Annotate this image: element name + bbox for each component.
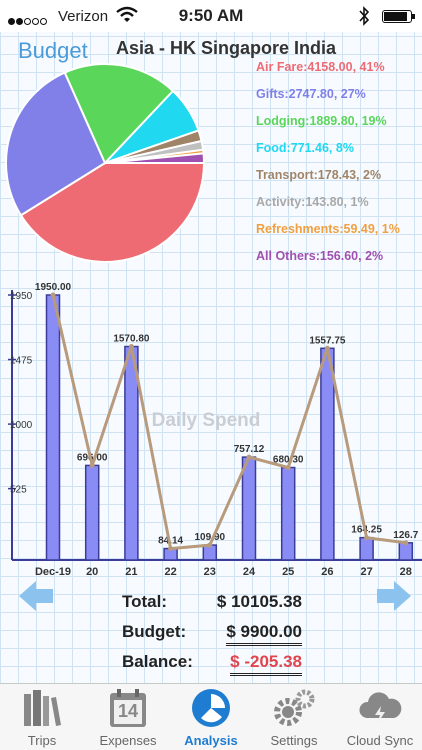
signal-dot bbox=[32, 18, 39, 25]
previous-arrow-icon[interactable] bbox=[16, 576, 56, 616]
bar bbox=[320, 347, 335, 561]
trip-title: Asia - HK Singapore India bbox=[116, 38, 337, 58]
carrier-name: Verizon bbox=[58, 8, 109, 25]
bar-value-label: 126.7 bbox=[393, 530, 418, 541]
signal-dot bbox=[8, 18, 15, 25]
x-tick-label: 23 bbox=[204, 566, 216, 578]
calendar-day: 14 bbox=[117, 701, 139, 721]
budget-value: $ 9900.00 bbox=[226, 622, 302, 646]
trend-point bbox=[285, 465, 291, 471]
trend-point bbox=[207, 542, 213, 548]
total-value: $ 10105.38 bbox=[216, 592, 302, 611]
y-tick-label: 1000 bbox=[10, 420, 33, 431]
tab-expenses[interactable]: 14 Expenses bbox=[84, 684, 172, 750]
trend-point bbox=[403, 540, 409, 546]
signal-dot bbox=[24, 18, 31, 25]
next-arrow-icon[interactable] bbox=[374, 576, 414, 616]
bar bbox=[280, 466, 296, 561]
bar-value-label: 1950.00 bbox=[35, 282, 72, 293]
bar bbox=[398, 542, 414, 561]
bar bbox=[124, 345, 139, 561]
trend-point bbox=[168, 546, 174, 552]
tab-cloud-sync-label: Cloud Sync bbox=[346, 733, 414, 748]
signal-dot bbox=[16, 18, 23, 25]
y-tick-label: 1950 bbox=[10, 291, 33, 302]
trend-point bbox=[364, 535, 370, 541]
y-tick-label: 525 bbox=[10, 485, 27, 496]
budget-link[interactable]: Budget bbox=[18, 38, 88, 63]
trend-line bbox=[51, 294, 406, 551]
status-bar: Verizon 9:50 AM bbox=[0, 0, 422, 32]
bar-value-label: 109.90 bbox=[195, 532, 226, 543]
bar-value-label: 696.00 bbox=[77, 452, 108, 463]
calendar-icon: 14 bbox=[106, 688, 150, 728]
legend-item: All Others:156.60, 2% bbox=[256, 249, 384, 263]
legend-item: Lodging:1889.80, 19% bbox=[256, 114, 387, 128]
x-tick-label: 22 bbox=[164, 566, 176, 578]
legend-item: Air Fare:4158.00, 41% bbox=[256, 60, 385, 74]
tab-trips-label: Trips bbox=[27, 733, 57, 748]
pie-chart-icon bbox=[192, 689, 230, 727]
bar-value-label: 1557.75 bbox=[309, 335, 346, 346]
category-pie-chart[interactable] bbox=[0, 60, 210, 270]
bar-value-label: 84.14 bbox=[158, 536, 183, 547]
signal-dot bbox=[40, 18, 47, 25]
cloud-icon bbox=[359, 692, 402, 724]
bar-value-label: 680.30 bbox=[273, 455, 304, 466]
y-tick-label: 1475 bbox=[10, 356, 33, 367]
x-tick-label: 27 bbox=[360, 566, 372, 578]
x-tick-label: 28 bbox=[400, 566, 412, 578]
pie-slice bbox=[63, 63, 175, 165]
trend-point bbox=[128, 344, 134, 350]
tab-analysis-label: Analysis bbox=[184, 733, 238, 748]
legend-item: Refreshments:59.49, 1% bbox=[256, 222, 400, 236]
tab-analysis[interactable]: Analysis bbox=[172, 684, 250, 750]
trend-point bbox=[89, 462, 95, 468]
tab-settings-label: Settings bbox=[270, 733, 318, 748]
total-label: Total: bbox=[122, 592, 168, 611]
bar-value-label: 164.25 bbox=[351, 525, 382, 536]
signal-strength-icon bbox=[8, 12, 48, 30]
chart-title: Daily Spend bbox=[151, 410, 261, 431]
tab-settings[interactable]: Settings bbox=[250, 684, 338, 750]
bar bbox=[84, 464, 100, 561]
x-tick-label: Dec-19 bbox=[35, 566, 71, 578]
bar bbox=[359, 536, 374, 561]
trend-point bbox=[324, 345, 330, 351]
legend-item: Gifts:2747.80, 27% bbox=[256, 87, 366, 101]
x-tick-label: 21 bbox=[125, 566, 137, 578]
x-tick-label: 25 bbox=[282, 566, 294, 578]
bar-value-label: 757.12 bbox=[234, 444, 265, 455]
balance-label: Balance: bbox=[122, 652, 193, 671]
wifi-icon bbox=[116, 6, 138, 22]
balance-value: $ -205.38 bbox=[230, 652, 302, 676]
pie-slice bbox=[104, 152, 206, 164]
tab-bar: Trips 14 Expenses Analysis bbox=[0, 683, 422, 750]
bar-value-label: 1570.80 bbox=[113, 334, 150, 345]
tab-trips[interactable]: Trips bbox=[0, 684, 84, 750]
bar bbox=[241, 456, 257, 561]
status-time: 9:50 AM bbox=[178, 6, 244, 25]
gears-icon bbox=[274, 689, 315, 726]
x-tick-label: 26 bbox=[321, 566, 333, 578]
trend-point bbox=[246, 454, 252, 460]
books-icon bbox=[24, 690, 61, 726]
trend-point bbox=[50, 292, 56, 298]
legend-item: Transport:178.43, 2% bbox=[256, 168, 382, 182]
battery-icon bbox=[382, 10, 415, 23]
budget-label: Budget: bbox=[122, 622, 187, 641]
legend-item: Food:771.46, 8% bbox=[256, 141, 354, 155]
tab-cloud-sync[interactable]: Cloud Sync bbox=[338, 684, 422, 750]
bluetooth-icon bbox=[359, 6, 370, 26]
x-tick-label: 24 bbox=[243, 566, 256, 578]
tab-expenses-label: Expenses bbox=[99, 733, 157, 748]
x-tick-label: 20 bbox=[86, 566, 98, 578]
legend-item: Activity:143.80, 1% bbox=[256, 195, 369, 209]
